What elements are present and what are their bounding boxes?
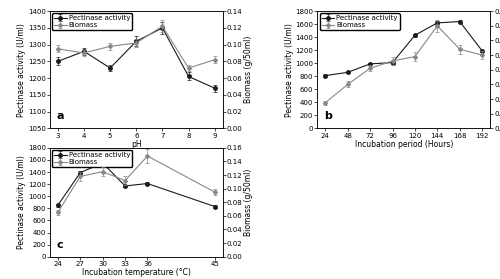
Y-axis label: Pectinase activity (U/ml): Pectinase activity (U/ml): [18, 155, 26, 249]
Text: c: c: [57, 240, 64, 250]
Y-axis label: Biomass (g/50ml): Biomass (g/50ml): [244, 36, 253, 104]
Legend: Pectinase activity, Biomass: Pectinase activity, Biomass: [52, 150, 132, 167]
X-axis label: Incubation period (Hours): Incubation period (Hours): [354, 140, 453, 149]
Text: a: a: [57, 111, 64, 121]
X-axis label: Incubation temperature (°C): Incubation temperature (°C): [82, 268, 190, 277]
Legend: Pectinase activity, Biomass: Pectinase activity, Biomass: [52, 13, 132, 30]
Legend: Pectinase activity, Biomass: Pectinase activity, Biomass: [320, 13, 400, 30]
Y-axis label: Pectinase activity (U/ml): Pectinase activity (U/ml): [18, 23, 26, 117]
Y-axis label: Biomass (g/50ml): Biomass (g/50ml): [244, 169, 253, 236]
Y-axis label: Pectinase activity (U/ml): Pectinase activity (U/ml): [285, 23, 294, 117]
X-axis label: pH: pH: [131, 140, 141, 149]
Text: b: b: [324, 111, 332, 121]
